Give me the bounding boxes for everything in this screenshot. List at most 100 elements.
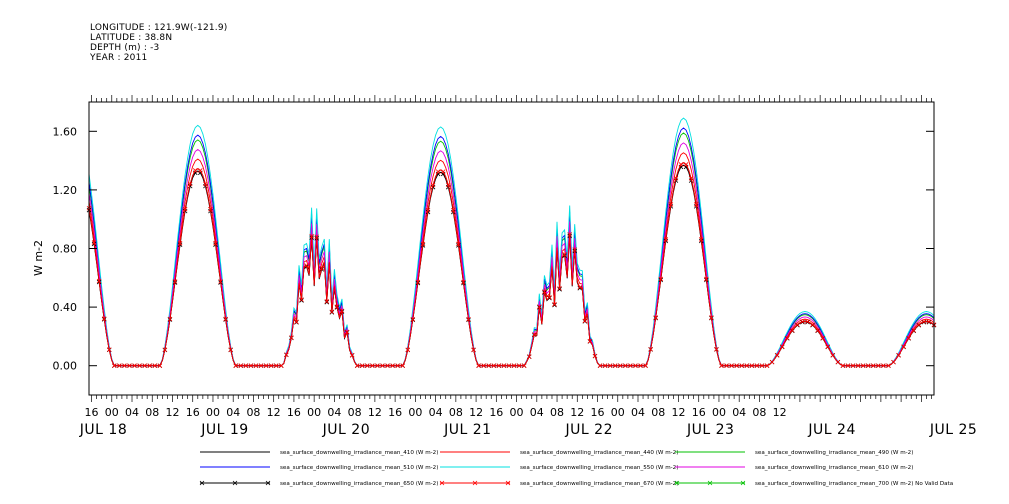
data-marker: [435, 169, 441, 174]
legend-item: sea_surface_downwelling_irradiance_mean_…: [440, 465, 678, 471]
x-date-label: JUL 25: [929, 422, 977, 438]
data-marker: [425, 207, 431, 213]
x-tick-label: 08: [550, 406, 564, 419]
data-marker: [744, 363, 750, 368]
data-marker: [243, 363, 249, 368]
data-marker: [177, 240, 183, 246]
legend-marker: [707, 480, 713, 486]
data-marker: [410, 316, 416, 322]
x-tick-label: 08: [246, 406, 260, 419]
x-tick-label: 04: [327, 406, 341, 419]
x-tick-label: 16: [388, 406, 402, 419]
x-tick-label: 08: [145, 406, 159, 419]
data-marker: [314, 234, 319, 240]
data-marker: [466, 316, 471, 322]
legend: sea_surface_downwelling_irradiance_mean_…: [199, 450, 953, 487]
x-tick-label: 12: [267, 406, 281, 419]
y-tick-label: 0.80: [53, 243, 78, 256]
data-marker: [592, 353, 598, 359]
data-marker: [273, 363, 279, 368]
data-marker: [309, 233, 314, 239]
data-marker: [805, 319, 810, 324]
data-marker: [774, 352, 780, 358]
data-marker: [552, 302, 557, 307]
data-marker: [531, 332, 537, 337]
data-marker: [673, 176, 679, 181]
data-marker: [653, 315, 658, 320]
data-marker: [420, 241, 426, 247]
data-marker: [365, 363, 370, 368]
x-tick-label: 00: [510, 406, 524, 419]
data-marker: [764, 363, 770, 368]
data-marker: [294, 319, 299, 325]
x-tick-label: 08: [348, 406, 362, 419]
x-tick-label: 12: [570, 406, 584, 419]
data-marker: [704, 276, 709, 282]
data-marker: [860, 363, 866, 368]
data-marker: [380, 363, 385, 368]
header-latitude: LATITUDE : 38.8N: [90, 33, 172, 43]
data-marker: [668, 202, 674, 207]
series-0: [88, 162, 935, 367]
x-tick-label: 16: [186, 406, 200, 419]
data-marker: [263, 363, 269, 368]
data-marker: [192, 168, 198, 173]
legend-marker: [740, 480, 746, 486]
legend-label: sea_surface_downwelling_irradiance_mean_…: [520, 481, 678, 487]
data-marker: [299, 297, 304, 302]
data-marker: [693, 202, 699, 207]
data-marker: [850, 363, 856, 368]
data-marker: [870, 363, 876, 368]
data-marker: [881, 363, 886, 368]
data-marker: [233, 363, 239, 368]
data-marker: [122, 363, 127, 368]
data-marker: [714, 346, 719, 352]
data-marker: [375, 363, 380, 368]
legend-label: sea_surface_downwelling_irradiance_mean_…: [755, 465, 913, 471]
series-1: [88, 152, 935, 367]
header-year: YEAR : 2011: [89, 53, 147, 63]
y-tick-label: 1.20: [53, 184, 78, 197]
data-marker: [779, 344, 785, 349]
data-marker: [688, 176, 694, 181]
data-marker: [218, 279, 223, 284]
data-marker: [607, 363, 613, 368]
data-marker: [395, 363, 400, 368]
data-marker: [830, 352, 836, 358]
data-marker: [916, 322, 922, 327]
data-marker: [865, 363, 871, 368]
legend-marker: [199, 480, 205, 486]
data-marker: [451, 207, 456, 213]
data-marker: [683, 162, 689, 167]
data-marker: [208, 206, 213, 212]
legend-label: sea_surface_downwelling_irradiance_mean_…: [520, 450, 678, 456]
data-marker: [187, 181, 193, 187]
legend-item: sea_surface_downwelling_irradiance_mean_…: [675, 465, 913, 471]
x-tick-label: 04: [631, 406, 645, 419]
data-marker: [471, 347, 476, 353]
data-marker: [597, 363, 603, 368]
data-marker: [678, 162, 684, 167]
data-marker: [101, 316, 107, 321]
data-marker: [769, 359, 775, 365]
data-marker: [162, 347, 168, 353]
data-marker: [334, 304, 340, 310]
legend-marker: [472, 480, 478, 486]
data-marker: [547, 295, 552, 301]
data-marker: [516, 363, 522, 368]
x-tick-label: 16: [489, 406, 503, 419]
data-marker: [724, 363, 729, 368]
data-marker: [618, 363, 623, 368]
x-tick-label: 00: [206, 406, 220, 419]
data-marker: [223, 316, 228, 322]
legend-label: sea_surface_downwelling_irradiance_mean_…: [280, 481, 438, 487]
data-marker: [415, 279, 421, 285]
x-tick-label: 12: [671, 406, 685, 419]
data-marker: [91, 240, 97, 245]
data-marker: [658, 276, 664, 282]
x-tick-label: 12: [773, 406, 787, 419]
legend-marker: [232, 480, 238, 486]
y-axis-label: W m-2: [32, 240, 45, 276]
legend-item: sea_surface_downwelling_irradiance_mean_…: [199, 480, 438, 487]
data-marker: [289, 335, 294, 340]
